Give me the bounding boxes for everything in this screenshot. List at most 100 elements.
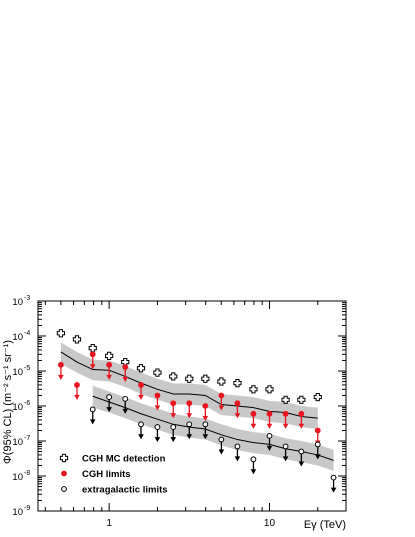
- arrow-head: [298, 461, 305, 467]
- arrow-head: [122, 408, 129, 414]
- open-circle-marker: [250, 456, 257, 463]
- data-point: [105, 351, 114, 361]
- filled-circle-marker: [218, 392, 225, 399]
- y-tick-exponent: -8: [24, 470, 30, 477]
- filled-circle-marker: [202, 403, 209, 409]
- data-point: [202, 403, 209, 421]
- data-point: [154, 392, 161, 411]
- data-point: [266, 432, 273, 451]
- open-cross-marker: [136, 364, 146, 373]
- arrow-head: [298, 423, 305, 429]
- open-circle-marker: [154, 424, 161, 430]
- open-circle-marker: [314, 441, 321, 448]
- data-point: [72, 335, 82, 344]
- filled-circle-marker: [170, 400, 177, 407]
- filled-circle-marker: [314, 427, 321, 434]
- data-point: [153, 368, 162, 377]
- y-tick-label: 10: [12, 367, 23, 378]
- legend-label: CGH limits: [82, 469, 131, 480]
- x-axis-label: Eγ (TeV): [304, 519, 346, 531]
- data-point: [218, 436, 225, 455]
- data-point: [250, 410, 257, 429]
- arrow-head: [154, 405, 161, 411]
- data-point: [313, 392, 322, 402]
- data-point: [170, 400, 177, 419]
- data-point: [106, 394, 113, 413]
- open-cross-marker: [153, 368, 162, 377]
- data-point: [281, 395, 290, 404]
- data-point: [330, 474, 337, 493]
- data-point: [266, 410, 273, 429]
- uncertainty-bands: [60, 342, 334, 471]
- open-circle-marker: [266, 432, 273, 439]
- y-tick-exponent: -5: [24, 365, 30, 372]
- data-point: [170, 424, 177, 443]
- filled-circle-marker: [57, 361, 64, 368]
- data-point: [138, 382, 144, 400]
- open-circle-marker: [61, 486, 67, 492]
- arrow-head: [234, 413, 241, 419]
- arrow-head: [282, 423, 289, 429]
- open-circle-marker: [298, 448, 305, 455]
- arrow-head: [58, 374, 64, 380]
- data-point: [297, 395, 306, 404]
- arrow-head: [282, 456, 289, 462]
- arrow-head: [186, 413, 193, 419]
- data-point: [217, 377, 226, 386]
- data-point: [186, 400, 193, 419]
- filled-circle-marker: [122, 364, 129, 370]
- y-tick-label: 10: [12, 472, 23, 483]
- arrow-head: [122, 377, 129, 383]
- legend-label: extragalactic limits: [82, 485, 168, 496]
- open-circle-marker: [138, 421, 144, 428]
- filled-circle-marker: [234, 400, 241, 407]
- arrow-head: [106, 407, 112, 413]
- filled-circle-marker: [106, 361, 113, 368]
- data-point: [136, 364, 146, 373]
- arrow-head: [202, 434, 209, 440]
- data-point: [106, 361, 113, 380]
- band-2: [92, 385, 334, 471]
- data-markers: [56, 329, 337, 493]
- data-point: [234, 400, 241, 419]
- arrow-head: [106, 374, 112, 380]
- legend-label: CGH MC detection: [82, 454, 166, 465]
- arrow-head: [154, 437, 161, 443]
- open-circle-marker: [122, 395, 129, 402]
- arrow-head: [266, 423, 273, 429]
- data-point: [282, 410, 289, 429]
- data-point: [314, 441, 321, 460]
- data-point: [265, 385, 274, 394]
- open-circle-marker: [186, 421, 193, 428]
- data-point: [88, 344, 97, 353]
- axis-ticks: 10 -910 -810 -710 -610 -510 -410 -31 10: [12, 295, 347, 529]
- filled-circle-marker: [186, 400, 193, 407]
- arrow-head: [89, 364, 96, 370]
- y-tick-label: 10: [12, 402, 23, 413]
- open-circle-marker: [106, 394, 113, 400]
- y-tick-exponent: -3: [24, 295, 30, 302]
- filled-circle-marker: [138, 382, 144, 388]
- data-point: [154, 424, 161, 443]
- open-cross-marker: [313, 392, 322, 402]
- data-point: [122, 395, 129, 414]
- data-point: [218, 392, 225, 411]
- open-cross-marker: [105, 351, 114, 361]
- open-circle-marker: [218, 436, 225, 443]
- open-cross-marker: [281, 395, 290, 404]
- median-line-2: [92, 395, 334, 461]
- open-cross-marker: [185, 374, 194, 383]
- data-point: [298, 448, 305, 467]
- arrow-head: [218, 405, 225, 411]
- y-tick-label: 10: [12, 297, 23, 308]
- open-circle-marker: [170, 424, 177, 430]
- open-cross-marker: [88, 344, 97, 353]
- arrow-head: [74, 394, 80, 400]
- data-point: [202, 421, 209, 440]
- legend-entry: extragalactic limits: [61, 485, 168, 496]
- data-point: [56, 329, 65, 338]
- open-cross-marker: [297, 395, 306, 404]
- filled-circle-marker: [89, 351, 96, 358]
- arrow-head: [202, 416, 209, 421]
- y-tick-label: 10: [12, 437, 23, 448]
